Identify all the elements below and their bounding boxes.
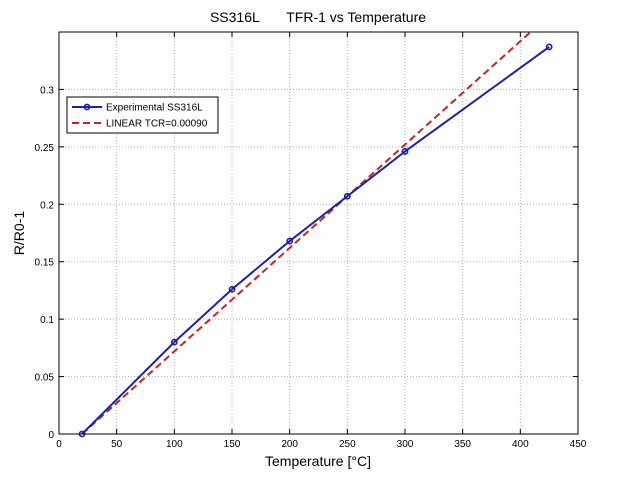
experimental-point xyxy=(401,148,409,155)
y-tick-label: 0.3 xyxy=(40,85,54,96)
y-tick-label: 0.15 xyxy=(35,258,55,269)
linear-tcr-line xyxy=(81,32,533,434)
x-tick-label: 300 xyxy=(397,439,414,450)
x-tick-label: 250 xyxy=(339,439,356,450)
y-tick-label: 0.2 xyxy=(40,200,54,211)
x-tick-label: 400 xyxy=(512,439,529,450)
y-tick-label: 0.05 xyxy=(35,373,55,384)
x-tick-label: 100 xyxy=(166,439,183,450)
legend-label: LINEAR TCR=0.00090 xyxy=(106,119,208,130)
experimental-point xyxy=(286,237,294,245)
x-tick-label: 0 xyxy=(56,439,62,450)
plot-background xyxy=(59,32,578,434)
experimental-point xyxy=(545,43,553,51)
x-tick-label: 450 xyxy=(570,439,587,450)
x-tick-label: 350 xyxy=(454,439,471,450)
experimental-point xyxy=(228,285,236,293)
legend-marker xyxy=(83,103,91,111)
x-tick-label: 50 xyxy=(111,439,123,450)
grid-lines xyxy=(59,32,578,434)
y-tick-label: 0 xyxy=(48,430,54,441)
experimental-line xyxy=(81,46,550,434)
experimental-point xyxy=(343,192,351,200)
y-tick-label: 0.25 xyxy=(35,143,55,154)
chart-title: SS316L TFR-1 vs Temperature xyxy=(210,9,426,25)
x-tick-label: 150 xyxy=(224,439,241,450)
experimental-point xyxy=(170,338,178,346)
legend: Experimental SS316L LINEAR TCR=0.00090 xyxy=(66,96,219,134)
x-tick-label: 200 xyxy=(281,439,298,450)
axis-ticks: 0 50 100 150 200 250 300 350 400 450 0 0.05 0.1 0.15 0… xyxy=(35,32,587,450)
legend-box xyxy=(66,96,219,134)
legend-label: Experimental SS316L xyxy=(106,103,203,114)
y-tick-label: 0.1 xyxy=(40,315,54,326)
y-axis-title: R/R0-1 xyxy=(11,211,27,256)
series-layer xyxy=(78,32,553,438)
x-axis-title: Temperature [°C] xyxy=(265,453,371,469)
plot-frame xyxy=(58,31,579,435)
